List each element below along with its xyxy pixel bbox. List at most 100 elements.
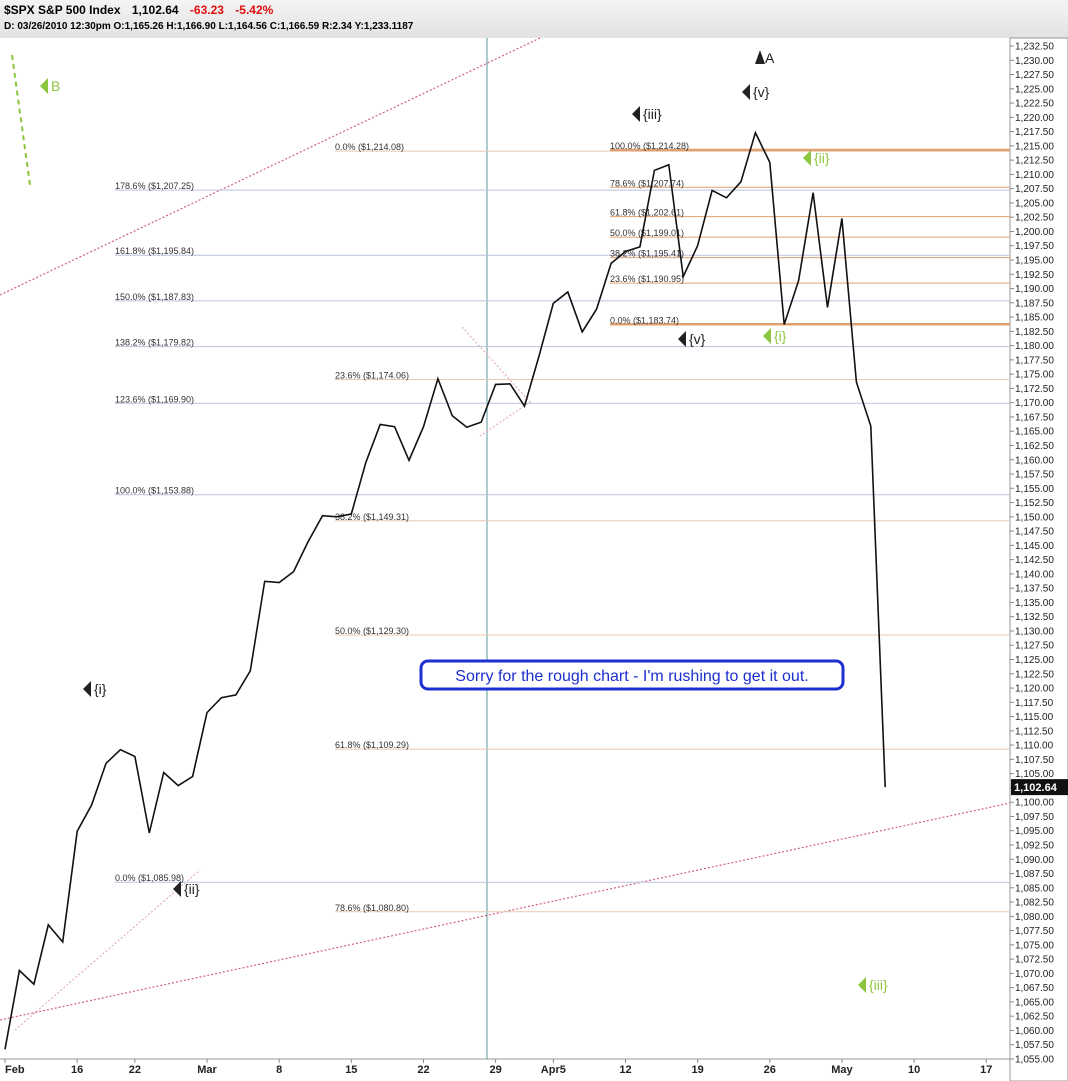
wave-marker [40, 78, 48, 94]
y-tick-label: 1,107.50 [1015, 755, 1054, 766]
y-tick-label: 1,195.00 [1015, 256, 1054, 267]
x-tick-label: Feb [5, 1064, 25, 1076]
fib-label: 23.6% ($1,190.95) [610, 274, 684, 284]
y-tick-label: 1,075.00 [1015, 940, 1054, 951]
y-tick-label: 1,212.50 [1015, 156, 1054, 167]
y-tick-label: 1,215.00 [1015, 141, 1054, 152]
header: $SPX S&P 500 Index 1,102.64 -63.23 -5.42… [0, 0, 1068, 38]
y-tick-label: 1,090.00 [1015, 855, 1054, 866]
fib-label: 178.6% ($1,207.25) [115, 181, 194, 191]
plot-area [0, 38, 1010, 1059]
bar-details: D: 03/26/2010 12:30pm O:1,165.26 H:1,166… [4, 21, 414, 32]
y-tick-label: 1,145.00 [1015, 541, 1054, 552]
y-tick-label: 1,172.50 [1015, 384, 1054, 395]
fib-label: 38.2% ($1,195.41) [610, 249, 684, 259]
fib-label: 50.0% ($1,129.30) [335, 626, 409, 636]
y-tick-label: 1,160.00 [1015, 455, 1054, 466]
x-tick-label: 22 [129, 1064, 141, 1076]
y-tick-label: 1,210.00 [1015, 170, 1054, 181]
y-tick-label: 1,142.50 [1015, 555, 1054, 566]
wave-marker [763, 328, 771, 344]
quote-line: $SPX S&P 500 Index 1,102.64 -63.23 -5.42… [4, 3, 281, 17]
y-tick-label: 1,137.50 [1015, 584, 1054, 595]
x-tick-label: 12 [619, 1064, 631, 1076]
price-line [4, 130, 886, 1050]
triangle-pattern [461, 326, 531, 437]
fib-label: 78.6% ($1,207.74) [610, 178, 684, 188]
wave-marker [83, 681, 91, 697]
y-tick-label: 1,100.00 [1015, 798, 1054, 809]
x-tick-label: 22 [417, 1064, 429, 1076]
y-tick-label: 1,120.00 [1015, 684, 1054, 695]
y-tick-label: 1,155.00 [1015, 484, 1054, 495]
y-axis-area [1009, 37, 1068, 1081]
x-tick-label: May [831, 1064, 853, 1076]
x-tick-label: 16 [71, 1064, 83, 1076]
y-tick-label: 1,200.00 [1015, 227, 1054, 238]
fib-label: 150.0% ($1,187.83) [115, 292, 194, 302]
y-tick-label: 1,202.50 [1015, 213, 1054, 224]
y-tick-label: 1,185.00 [1015, 313, 1054, 324]
y-tick-label: 1,167.50 [1015, 412, 1054, 423]
y-tick-label: 1,207.50 [1015, 184, 1054, 195]
y-tick-label: 1,182.50 [1015, 327, 1054, 338]
fib-label: 23.6% ($1,174.06) [335, 371, 409, 381]
y-tick-label: 1,080.00 [1015, 912, 1054, 923]
y-tick-label: 1,190.00 [1015, 284, 1054, 295]
fib-label: 61.8% ($1,109.29) [335, 740, 409, 750]
y-tick-label: 1,132.50 [1015, 612, 1054, 623]
change: -63.23 [189, 3, 224, 17]
fib-label: 50.0% ($1,199.01) [610, 228, 684, 238]
fib-label: 100.0% ($1,153.88) [115, 486, 194, 496]
note: Sorry for the rough chart - I'm rushing … [455, 668, 808, 685]
y-tick-label: 1,117.50 [1015, 698, 1054, 709]
wave-marker [858, 977, 866, 993]
y-tick-label: 1,105.00 [1015, 769, 1054, 780]
y-tick-label: 1,085.00 [1015, 883, 1054, 894]
wave-marker [632, 106, 640, 122]
symbol: $SPX S&P 500 Index [4, 3, 121, 17]
y-tick-label: 1,082.50 [1015, 898, 1054, 909]
wave-label: {ii} [184, 881, 200, 897]
wave-label: {v} [753, 84, 770, 100]
fib-label: 138.2% ($1,179.82) [115, 338, 194, 348]
y-tick-label: 1,165.00 [1015, 427, 1054, 438]
x-tick-label: 10 [908, 1064, 920, 1076]
y-tick-label: 1,152.50 [1015, 498, 1054, 509]
y-tick-label: 1,095.00 [1015, 826, 1054, 837]
fib-label: 161.8% ($1,195.84) [115, 246, 194, 256]
y-tick-label: 1,135.00 [1015, 598, 1054, 609]
y-tick-label: 1,112.50 [1015, 726, 1054, 737]
x-tick-label: 8 [276, 1064, 282, 1076]
y-tick-label: 1,067.50 [1015, 983, 1054, 994]
y-tick-label: 1,157.50 [1015, 470, 1054, 481]
wave-label: {i} [774, 328, 787, 344]
y-tick-label: 1,070.00 [1015, 969, 1054, 980]
wave-label: {i} [94, 681, 107, 697]
fib-label: 0.0% ($1,085.98) [115, 873, 184, 883]
y-tick-label: 1,220.00 [1015, 113, 1054, 124]
y-tick-label: 1,192.50 [1015, 270, 1054, 281]
y-tick-label: 1,162.50 [1015, 441, 1054, 452]
x-tick-label: 15 [345, 1064, 357, 1076]
y-tick-label: 1,125.00 [1015, 655, 1054, 666]
y-tick-label: 1,062.50 [1015, 1012, 1054, 1023]
y-tick-label: 1,130.00 [1015, 626, 1054, 637]
y-tick-label: 1,232.50 [1015, 42, 1054, 53]
y-tick-label: 1,110.00 [1015, 741, 1054, 752]
trendline [14, 869, 201, 1031]
plot-layer: 178.6% ($1,207.25) 161.8% ($1,195.84) 150.… [4, 130, 1010, 1050]
y-tick-label: 1,230.00 [1015, 56, 1054, 67]
price-tag: 1,102.64 [1014, 782, 1058, 794]
fib-label: 78.6% ($1,080.80) [335, 903, 409, 913]
y-tick-label: 1,060.00 [1015, 1026, 1054, 1037]
y-tick-label: 1,225.00 [1015, 84, 1054, 95]
wave-label: {iii} [643, 106, 662, 122]
wave-marker [173, 881, 181, 897]
x-tick-label: 19 [692, 1064, 704, 1076]
fib-label: 38.2% ($1,149.31) [335, 512, 409, 522]
wave-label: B [51, 78, 60, 94]
wave-label: A [765, 50, 775, 66]
